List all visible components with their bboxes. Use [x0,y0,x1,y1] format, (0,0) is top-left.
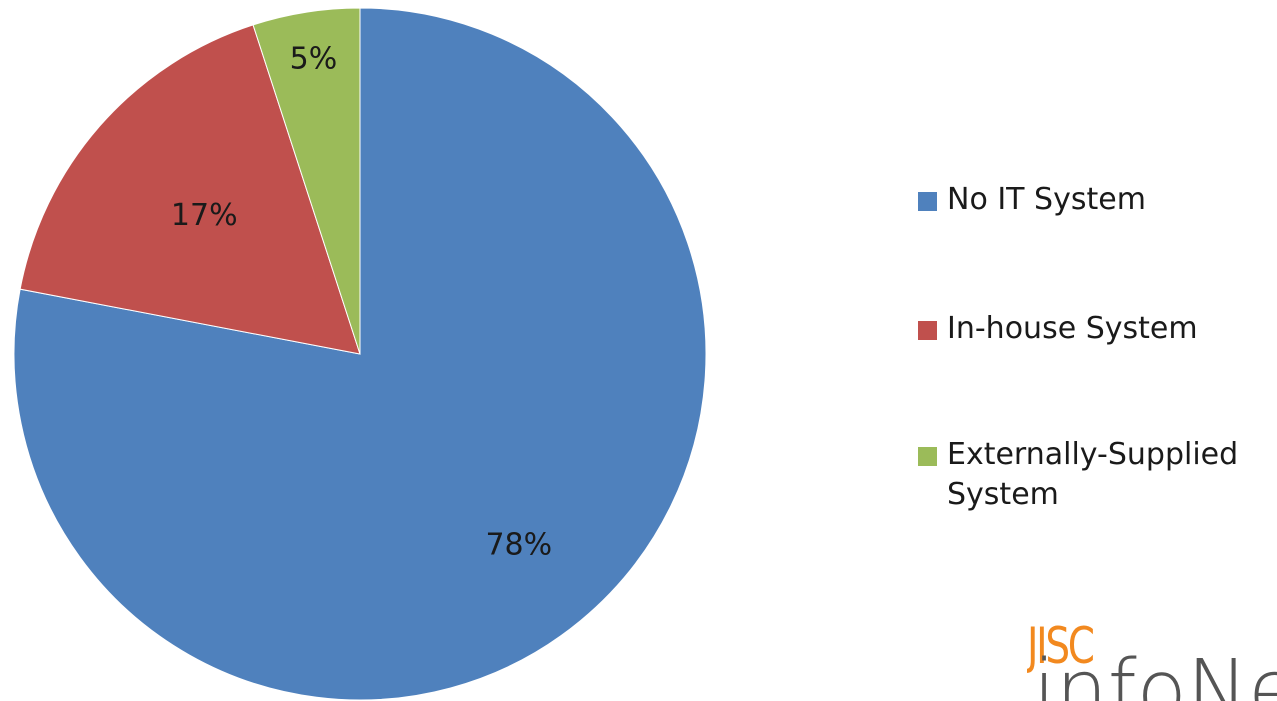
legend-item-no-it-system: No IT System [918,180,1273,220]
legend-item-externally-supplied-system: Externally-Supplied System [918,435,1273,515]
logo-jisc-text: JISC [1027,618,1095,675]
legend-label: No IT System [947,182,1146,217]
pie-slice-in-house-system [19,24,361,355]
legend-swatch [918,192,937,211]
pie-slice-no-it-system [13,7,707,701]
jisc-infonet-logo: JISC infoNet [1027,618,1277,701]
legend-label: Externally-Supplied System [947,437,1239,512]
pie-data-label: 5% [290,42,338,77]
pie-data-label: 17% [171,198,238,233]
pie-data-label: 78% [485,527,552,562]
legend-swatch [918,447,937,466]
logo-infonet-text: infoNet [1033,643,1277,701]
pie-chart: 78% 17% 5% [13,7,707,701]
legend-item-in-house-system: In-house System [918,309,1273,349]
legend-label: In-house System [947,311,1198,346]
pie-slice-externally-supplied-system [252,7,361,355]
legend-swatch [918,321,937,340]
